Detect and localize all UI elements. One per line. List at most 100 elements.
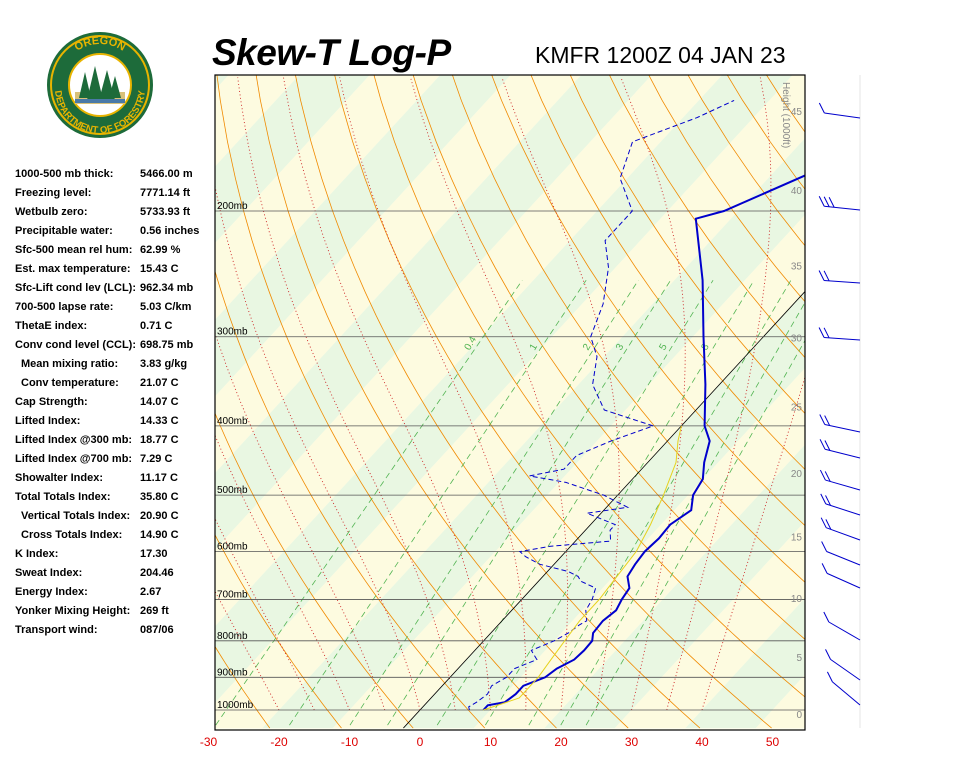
dry-adiabat <box>412 75 805 640</box>
index-label: Showalter Index: <box>15 472 104 484</box>
index-row: Sfc-500 mean rel hum: 62.99 % <box>15 244 215 263</box>
index-label: Est. max temperature: <box>15 263 131 275</box>
wind-barb <box>824 279 861 284</box>
index-label: Wetbulb zero: <box>15 206 88 218</box>
wind-barb-flag <box>820 493 827 505</box>
moist-adiabat <box>215 517 315 711</box>
dry-adiabat <box>866 0 960 728</box>
dry-adiabat <box>569 75 805 414</box>
height-tick-label: 30 <box>791 334 803 345</box>
dry-adiabat <box>793 0 960 728</box>
index-label: Lifted Index @700 mb: <box>15 453 133 465</box>
wind-barb <box>825 479 861 491</box>
wind-barb <box>824 336 861 341</box>
wind-barb-flag <box>819 439 826 450</box>
index-row: ThetaE index: 0.71 C <box>15 320 215 339</box>
mixing-ratio-label: 2 <box>581 342 594 353</box>
temperature-tick-label: 0 <box>417 735 424 749</box>
index-label: ThetaE index: <box>15 320 88 332</box>
height-axis-title: Height (1000ft) <box>780 82 791 148</box>
dewpoint-series <box>468 99 735 711</box>
index-value: 21.07 C <box>140 377 179 389</box>
height-tick-label: 50 <box>791 24 803 35</box>
index-row: Transport wind: 087/06 <box>15 624 215 643</box>
pressure-label: 900mb <box>217 667 248 678</box>
height-tick-label: 0 <box>796 710 802 721</box>
mixing-ratio-line <box>436 279 714 726</box>
temperature-tick-label: 40 <box>695 735 709 749</box>
moist-adiabats <box>215 77 805 711</box>
wind-barb-flag <box>828 197 835 208</box>
index-row: Cross Totals Index: 14.90 C <box>15 529 215 548</box>
indices-panel: 1000-500 mb thick: 5466.00 m Freezing leve… <box>15 168 215 643</box>
temperature-band <box>473 368 805 729</box>
index-value: 7.29 C <box>140 453 173 465</box>
moist-adiabat <box>283 77 491 711</box>
mixing-ratio-label: 3 <box>614 342 627 353</box>
moist-adiabat <box>215 434 350 711</box>
height-tick-label: 25 <box>791 403 803 414</box>
index-row: Est. max temperature: 15.43 C <box>15 263 215 282</box>
wind-barb <box>828 621 861 641</box>
tree-icon <box>75 66 125 104</box>
pressure-label: 700mb <box>217 589 248 600</box>
dry-adiabat <box>530 75 805 470</box>
temperature-tick-label: 20 <box>554 735 568 749</box>
temperature-tick-label: 50 <box>766 735 780 749</box>
index-row: Lifted Index: 14.33 C <box>15 415 215 434</box>
index-value: 17.30 <box>140 548 168 560</box>
height-tick-label: 35 <box>791 261 803 272</box>
index-label: Precipitable water: <box>15 225 113 237</box>
temperature-tick-label: 30 <box>625 735 639 749</box>
index-row: Lifted Index @300 mb: 18.77 C <box>15 434 215 453</box>
wind-barb-flag <box>825 519 832 530</box>
index-row: Showalter Index: 11.17 C <box>15 472 215 491</box>
wind-barb-flag <box>818 102 825 114</box>
mixing-ratio-line <box>485 279 755 726</box>
index-label: K Index: <box>15 548 59 560</box>
temperature-band <box>215 75 805 729</box>
index-row: Lifted Index @700 mb: 7.29 C <box>15 453 215 472</box>
wind-barb <box>826 572 861 589</box>
dry-adiabat <box>939 0 960 728</box>
wind-barb <box>832 681 861 706</box>
mixing-ratio-line <box>560 301 805 726</box>
index-value: 15.43 C <box>140 263 179 275</box>
index-value: 204.46 <box>140 567 174 579</box>
index-row: Mean mixing ratio: 3.83 g/kg <box>15 358 215 377</box>
wind-barb-flag <box>823 611 830 623</box>
index-row: Vertical Totals Index: 20.90 C <box>15 510 215 529</box>
index-label: Lifted Index: <box>15 415 81 427</box>
index-row: Precipitable water: 0.56 inches <box>15 225 215 244</box>
index-label: Sfc-500 mean rel hum: <box>15 244 133 256</box>
wind-barb-flag <box>824 415 831 426</box>
mixing-ratio-label: 8 <box>699 342 712 353</box>
index-value: 698.75 mb <box>140 339 194 351</box>
index-label: Conv cond level (CCL): <box>15 339 137 351</box>
dry-adiabat <box>452 75 805 583</box>
mixing-ratio-label: 1 <box>528 342 541 353</box>
wind-barb-flag <box>823 270 830 282</box>
index-label: Vertical Totals Index: <box>21 510 131 522</box>
index-row: Sfc-Lift cond lev (LCL): 962.34 mb <box>15 282 215 301</box>
height-tick-label: 5 <box>796 653 802 664</box>
index-label: Total Totals Index: <box>15 491 111 503</box>
temperature-tick-label: -30 <box>200 735 218 749</box>
index-row: 700-500 lapse rate: 5.03 C/km <box>15 301 215 320</box>
index-value: 5466.00 m <box>140 168 193 180</box>
temperature-line <box>482 174 805 711</box>
dry-adiabat <box>648 75 805 303</box>
wind-barb <box>824 205 861 211</box>
index-row: Sweat Index: 204.46 <box>15 567 215 586</box>
index-value: 7771.14 ft <box>140 187 191 199</box>
wind-barbs <box>818 75 861 728</box>
pressure-label: 400mb <box>217 416 248 427</box>
wind-barb-flag <box>821 563 828 574</box>
height-tick-label: 15 <box>791 533 803 544</box>
temperature-axis: -30 -20 -10 0 10 20 30 40 50 <box>200 735 780 749</box>
index-label: Cap Strength: <box>15 396 88 408</box>
plot-area: 0.4 1 2 3 5 81000mb900mb800mb700mb600mb500mb4… <box>215 0 960 730</box>
wind-barb-flag <box>819 414 826 425</box>
pressure-label: 600mb <box>217 542 248 553</box>
index-value: 14.33 C <box>140 415 179 427</box>
